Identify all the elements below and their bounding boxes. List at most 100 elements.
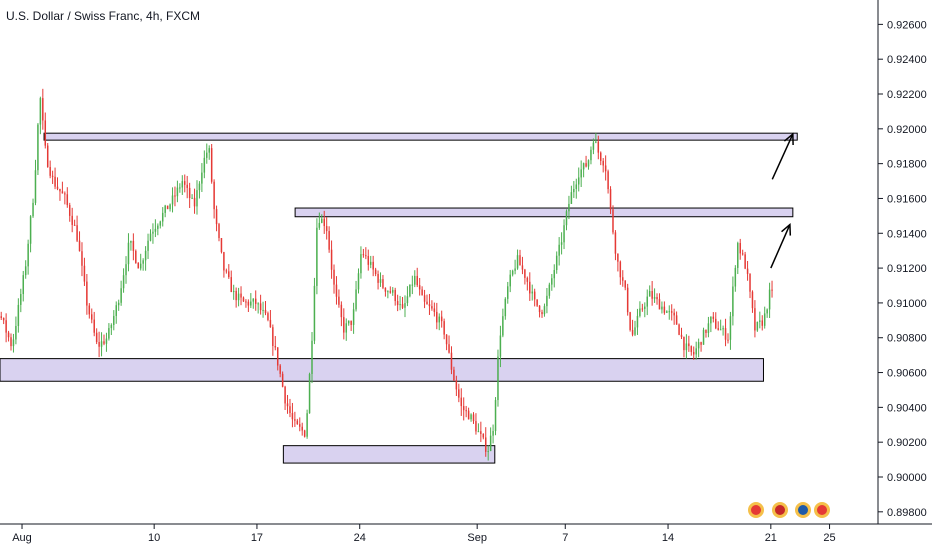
candle bbox=[575, 178, 578, 199]
arrow-shaft bbox=[771, 133, 794, 180]
candle-body bbox=[428, 304, 431, 307]
candle-body bbox=[113, 315, 115, 326]
candle-body bbox=[345, 323, 348, 333]
candle-body bbox=[739, 243, 741, 254]
price-tick-label: 0.91200 bbox=[887, 263, 927, 275]
candle bbox=[93, 311, 95, 337]
candle-body bbox=[54, 176, 56, 187]
candle-body bbox=[494, 400, 497, 431]
candle-body bbox=[416, 275, 418, 286]
candle bbox=[171, 187, 174, 213]
candle-body bbox=[389, 291, 392, 293]
zone-box-3[interactable] bbox=[0, 358, 764, 382]
candle-body bbox=[668, 311, 671, 313]
candle bbox=[543, 303, 546, 317]
candle bbox=[291, 402, 294, 428]
candle bbox=[636, 308, 639, 335]
candle bbox=[580, 160, 582, 188]
candle bbox=[538, 305, 541, 318]
candle bbox=[590, 146, 592, 165]
arrow-2[interactable] bbox=[771, 132, 794, 180]
candle-body bbox=[27, 243, 29, 267]
candle bbox=[76, 215, 78, 243]
candle bbox=[732, 276, 734, 326]
candle bbox=[301, 422, 303, 436]
candle-body bbox=[599, 152, 602, 161]
candle bbox=[717, 321, 719, 331]
zone-box-2[interactable] bbox=[294, 207, 794, 218]
candle bbox=[423, 289, 426, 309]
candle bbox=[644, 302, 646, 318]
candle bbox=[440, 310, 443, 328]
candle bbox=[208, 145, 210, 160]
candle-body bbox=[294, 419, 296, 421]
candle-body bbox=[154, 228, 157, 232]
candle-body bbox=[330, 249, 333, 270]
candle-body bbox=[634, 327, 636, 335]
candle bbox=[661, 301, 663, 314]
candle-body bbox=[436, 311, 438, 323]
candle bbox=[0, 311, 2, 320]
candle bbox=[345, 318, 348, 341]
candle bbox=[595, 133, 597, 144]
candle-body bbox=[477, 431, 480, 433]
candle bbox=[609, 186, 612, 214]
candle bbox=[174, 186, 176, 207]
candle bbox=[147, 233, 149, 259]
candle-body bbox=[492, 430, 494, 436]
candle bbox=[64, 191, 66, 205]
candle-body bbox=[754, 308, 756, 331]
candle-body bbox=[399, 304, 401, 306]
zone-box-1[interactable] bbox=[43, 132, 798, 141]
candle bbox=[22, 270, 24, 302]
candle bbox=[274, 336, 277, 351]
time-tick-label: 10 bbox=[148, 532, 160, 544]
candle bbox=[83, 257, 86, 286]
candle-body bbox=[325, 226, 328, 232]
candle bbox=[110, 323, 113, 336]
zone-box-4[interactable] bbox=[282, 445, 496, 464]
candle-body bbox=[575, 184, 578, 189]
candle bbox=[91, 308, 93, 324]
candle bbox=[639, 301, 641, 318]
candle bbox=[166, 205, 169, 210]
candle bbox=[553, 264, 556, 288]
candle bbox=[103, 334, 105, 346]
time-axis[interactable]: Aug 10 17 24 Sep 7 14 21 25 bbox=[12, 524, 836, 544]
candle bbox=[533, 288, 536, 307]
candle bbox=[592, 138, 595, 155]
candle bbox=[240, 286, 242, 306]
candle bbox=[164, 204, 166, 218]
candle bbox=[766, 308, 768, 318]
candle-body bbox=[458, 389, 460, 398]
candle-body bbox=[487, 451, 489, 453]
candle bbox=[739, 238, 741, 260]
candle-body bbox=[152, 231, 154, 234]
event-badges[interactable] bbox=[748, 502, 830, 518]
candle-body bbox=[472, 414, 475, 422]
candle-body bbox=[203, 157, 206, 173]
candle-body bbox=[179, 187, 181, 189]
candle bbox=[624, 280, 626, 291]
candle bbox=[536, 299, 538, 307]
candle-body bbox=[595, 141, 597, 143]
candle-body bbox=[729, 316, 732, 340]
candle bbox=[541, 309, 543, 318]
candle-body bbox=[220, 238, 223, 253]
candle bbox=[272, 324, 274, 356]
candle-body bbox=[715, 318, 717, 329]
candle-body bbox=[166, 205, 169, 210]
candle-body bbox=[365, 255, 367, 257]
candle bbox=[401, 296, 404, 310]
candle-body bbox=[22, 275, 24, 295]
candle-body bbox=[717, 328, 719, 330]
candle bbox=[2, 317, 5, 325]
candle bbox=[7, 330, 10, 342]
arrow-1[interactable] bbox=[770, 222, 792, 269]
candle bbox=[560, 232, 563, 255]
candle bbox=[406, 286, 409, 307]
candle-body bbox=[208, 148, 210, 153]
price-axis[interactable]: 0.92600 0.92400 0.92200 0.92000 0.91800 0.916… bbox=[878, 19, 927, 519]
candle-body bbox=[274, 346, 277, 348]
